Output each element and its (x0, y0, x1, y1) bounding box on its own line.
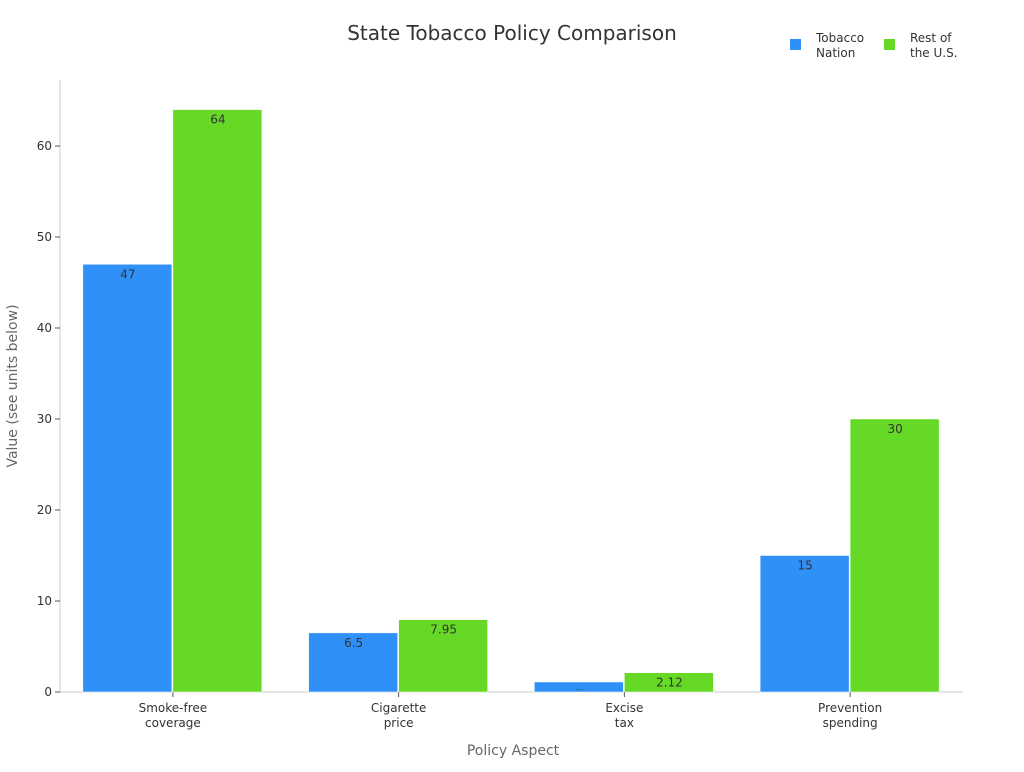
y-tick-label: 20 (37, 503, 52, 517)
bar-tobacco-nation (82, 264, 173, 693)
bar-rest-of-us (398, 619, 488, 693)
y-tick-label: 10 (37, 594, 52, 608)
bar-rest-of-us (172, 109, 263, 693)
x-tick-label: spending (823, 716, 878, 730)
data-label: 15 (797, 559, 812, 573)
y-tick-label: 30 (37, 412, 52, 426)
legend-label: the U.S. (910, 46, 958, 60)
bar-rest-of-us (849, 418, 940, 693)
data-label: 64 (210, 113, 225, 127)
x-tick-label: Prevention (818, 701, 882, 715)
bar-tobacco-nation (759, 555, 850, 693)
x-tick-label: price (384, 716, 414, 730)
legend-swatch (790, 39, 801, 50)
legend-label: Nation (816, 46, 855, 60)
x-tick-label: tax (615, 716, 634, 730)
x-tick-label: Excise (605, 701, 643, 715)
x-tick-label: Cigarette (371, 701, 427, 715)
x-tick-label: coverage (145, 716, 201, 730)
bar-tobacco-nation (308, 632, 398, 693)
x-axis-label: Policy Aspect (467, 743, 560, 759)
data-label: 30 (887, 422, 902, 436)
data-label: 6.5 (344, 636, 363, 650)
bar-tobacco-nation (534, 681, 624, 693)
y-axis-label: Value (see units below) (5, 304, 21, 467)
y-tick-label: 60 (37, 139, 52, 153)
y-tick-label: 40 (37, 321, 52, 335)
y-tick-label: 0 (44, 685, 52, 699)
data-label: … (575, 683, 583, 692)
y-tick-label: 50 (37, 230, 52, 244)
data-label: 47 (120, 267, 135, 281)
chart-title: State Tobacco Policy Comparison (347, 21, 677, 45)
x-tick-label: Smoke-free (139, 701, 208, 715)
legend-label: Tobacco (815, 31, 864, 45)
data-label: 7.95 (430, 623, 457, 637)
bar-rest-of-us (624, 672, 714, 693)
legend-label: Rest of (910, 31, 952, 45)
legend-swatch (884, 39, 895, 50)
data-label: 2.12 (656, 676, 683, 690)
